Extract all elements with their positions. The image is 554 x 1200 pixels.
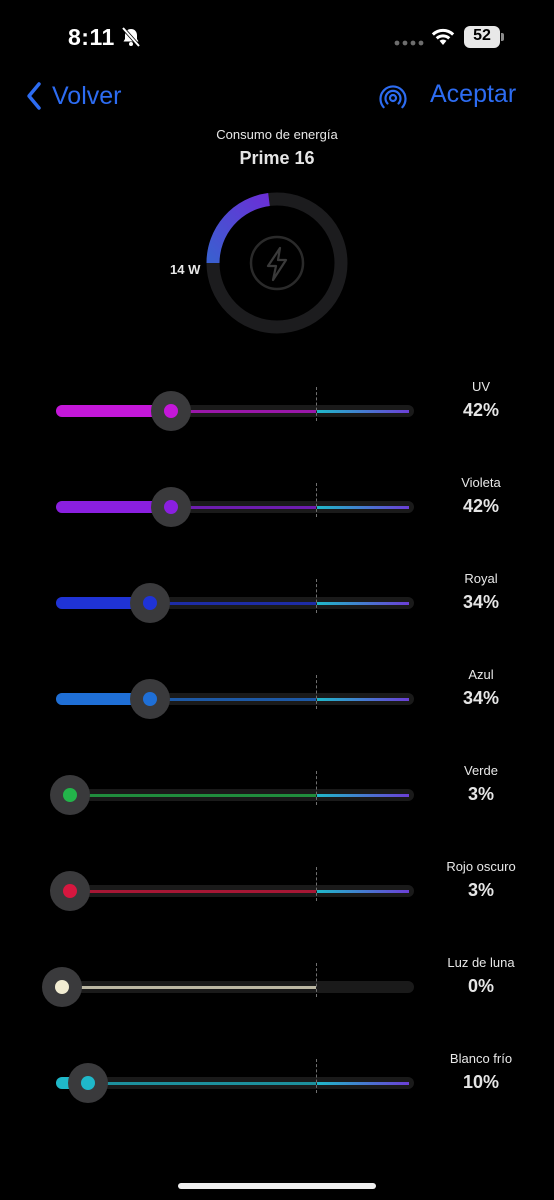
knob-color-dot [164,500,179,514]
channel-name: Luz de luna [447,955,515,970]
slider-ramp [69,890,316,893]
channel-value: 42% [462,400,500,420]
knob-color-dot [62,788,77,802]
slider-knob[interactable] [130,679,171,719]
slider-ramp [88,1082,316,1085]
channel-name: Blanco frío [449,1051,513,1066]
channel-row: Violeta 42% [0,458,554,554]
slider-limit-marker [316,675,317,709]
channel-name: Violeta [461,475,501,490]
slider-knob[interactable] [49,775,90,815]
slider-limit-marker [316,1059,317,1093]
channel-value: 3% [467,880,494,900]
channel-name: Rojo oscuro [446,859,516,874]
channel-row: Verde 3% [0,746,554,842]
channel-value: 0% [467,976,494,996]
slider-boost-ramp [317,1082,409,1085]
channel-row: Luz de luna 0% [0,938,554,1034]
channel-name: Royal [464,571,498,586]
channel-value: 42% [462,496,500,516]
home-indicator [178,1183,376,1189]
channel-value: 34% [462,688,500,708]
slider-fill [56,501,172,513]
slider-knob[interactable] [42,967,82,1007]
slider-fill [56,693,151,705]
slider-knob[interactable] [151,391,192,431]
channel-value: 10% [462,1072,500,1092]
channel-value: 34% [462,592,500,612]
slider-fill [56,597,151,609]
channel-row: Rojo oscuro 3% [0,842,554,938]
power-title: Consumo de energía [216,127,338,142]
slider-knob[interactable] [68,1063,108,1103]
slider-boost-ramp [317,602,409,605]
channel-name: Azul [468,667,494,682]
channel-name: Verde [464,763,498,778]
battery-percent: 52 [473,27,491,44]
slider-limit-marker [316,387,317,421]
clock: 8:11 [68,24,115,50]
battery-icon [464,26,500,48]
battery-nub [501,33,504,41]
lightning-icon [266,246,288,282]
power-watts: 14 W [170,262,201,277]
channel-row: Royal 34% [0,554,554,650]
channel-value: 3% [467,784,494,804]
knob-color-dot [55,980,69,994]
slider-limit-marker [316,579,317,613]
gauge-arc [206,193,271,264]
slider-ramp [171,506,316,509]
slider-boost-ramp [317,506,409,509]
slider-ramp [69,794,316,797]
slider-ramp [62,986,316,989]
slider-limit-marker [316,771,317,805]
accept-button[interactable]: Aceptar [430,80,517,108]
slider-knob[interactable] [130,583,171,623]
slider-knob[interactable] [151,487,192,527]
status-bar: 8:11 52 [0,0,554,70]
back-label: Volver [52,81,122,110]
slider-ramp [150,602,316,605]
slider-ramp [171,410,316,413]
slider-limit-marker [316,867,317,901]
knob-color-dot [143,692,158,706]
slider-limit-marker [316,963,317,997]
slider-limit-marker [316,483,317,517]
knob-color-dot [81,1076,95,1090]
channel-name: UV [471,379,491,394]
silent-bell-icon [121,26,141,48]
knob-color-dot [62,884,77,898]
channel-row: Blanco frío 10% [0,1034,554,1130]
slider-ramp [150,698,316,701]
back-button[interactable]: Volver [24,78,121,114]
channel-row: UV 42% [0,362,554,458]
slider-knob[interactable] [49,871,90,911]
chevron-left-icon [27,82,41,110]
slider-boost-ramp [317,410,409,413]
gauge-center [249,235,305,291]
knob-color-dot [164,404,179,418]
slider-boost-ramp [317,698,409,701]
broadcast-icon[interactable] [378,82,408,112]
knob-color-dot [143,596,158,610]
device-name: Prime 16 [239,148,315,168]
slider-fill [56,405,172,417]
wifi-icon [431,28,455,45]
battery-indicator: 52 [464,26,504,48]
signal-dots-icon [394,40,424,46]
slider-boost-ramp [317,890,409,893]
power-gauge [206,192,348,334]
slider-boost-ramp [317,794,409,797]
channel-row: Azul 34% [0,650,554,746]
